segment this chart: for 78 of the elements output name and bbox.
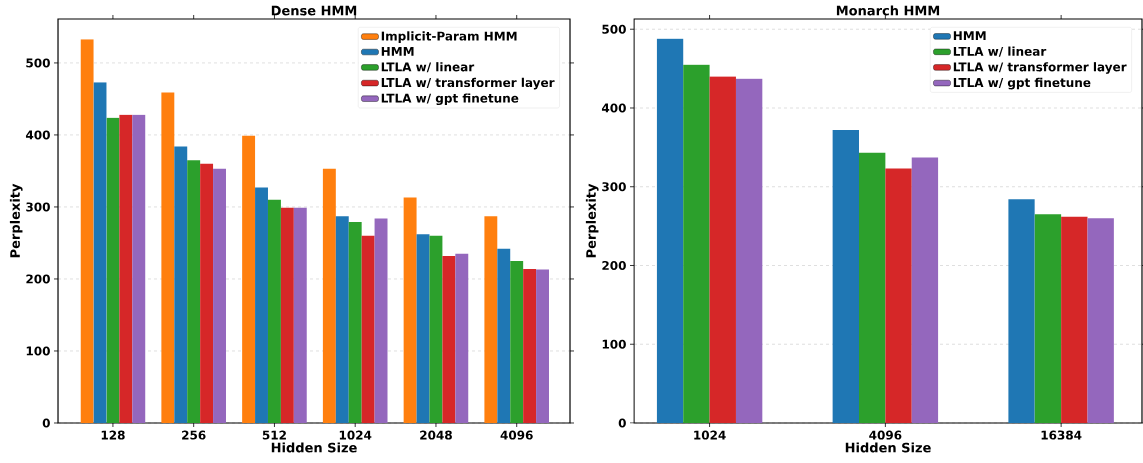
bar (416, 234, 430, 423)
x-tick-label: 4096 (500, 430, 533, 440)
chart-title: Dense HMM (271, 5, 357, 16)
bar (497, 248, 511, 423)
y-tick-label: 100 (26, 346, 50, 356)
bar (348, 222, 362, 423)
bar (1061, 216, 1088, 423)
bar (859, 152, 886, 423)
bar (322, 168, 336, 423)
bar (200, 163, 214, 423)
bar (656, 38, 684, 423)
bar (242, 135, 256, 423)
bar (361, 235, 375, 423)
bar (455, 253, 469, 423)
y-tick-label: 400 (25, 130, 50, 140)
bar (132, 114, 146, 423)
bar (255, 187, 268, 423)
legend-label: HMM (381, 46, 414, 56)
bar (523, 268, 537, 423)
x-tick-label: 16384 (1041, 430, 1082, 440)
bar (735, 78, 763, 423)
bar (885, 168, 912, 423)
x-tick-label: 1024 (339, 430, 372, 440)
y-tick-label: 0 (618, 418, 626, 428)
bar (683, 64, 710, 423)
legend-label: LTLA w/ linear (381, 62, 475, 73)
y-tick-label: 100 (602, 339, 626, 349)
bar (374, 218, 388, 423)
bar (93, 82, 107, 423)
bar (161, 92, 175, 423)
legend-label: Implicit-Param HMM (381, 31, 517, 43)
legend-label: LTLA w/ gpt finetune (381, 93, 519, 106)
y-tick-label: 200 (26, 274, 50, 284)
x-axis-title: Hidden Size (845, 442, 931, 453)
bar (709, 76, 736, 423)
y-tick-label: 400 (601, 103, 626, 113)
bar (911, 157, 939, 423)
x-tick-label: 2048 (420, 430, 452, 440)
bar (119, 114, 133, 423)
x-tick-label: 1024 (694, 430, 726, 440)
bar (1087, 218, 1114, 423)
x-tick-label: 4096 (869, 430, 902, 440)
bar (106, 117, 120, 423)
y-axis-title: Perplexity (585, 183, 599, 258)
legend-label: LTLA w/ transformer layer (381, 77, 555, 90)
bar (442, 255, 456, 423)
bar (293, 207, 307, 423)
bar (484, 216, 498, 423)
x-tick-label: 256 (182, 430, 206, 440)
legend-label: HMM (953, 31, 986, 41)
y-axis-title: Perplexity (9, 183, 23, 258)
legend-label: LTLA w/ linear (953, 46, 1047, 57)
legend-label: LTLA w/ gpt finetune (953, 77, 1091, 90)
bar (335, 216, 349, 423)
y-tick-label: 200 (602, 260, 626, 271)
y-tick-label: 300 (26, 202, 50, 212)
bar (267, 199, 281, 423)
y-tick-label: 500 (26, 58, 50, 68)
bar (174, 146, 188, 423)
bar (832, 130, 859, 423)
y-tick-label: 300 (602, 182, 626, 192)
x-tick-label: 128 (101, 430, 125, 440)
bar (213, 168, 226, 423)
bar (1008, 199, 1035, 423)
y-tick-label: 500 (602, 24, 626, 34)
bar (80, 39, 94, 423)
y-tick-label: 0 (42, 418, 50, 428)
bar (429, 235, 443, 423)
legend-label: LTLA w/ transformer layer (953, 62, 1127, 74)
x-axis-title: Hidden Size (271, 442, 357, 453)
bar (536, 269, 550, 423)
bar (280, 207, 294, 423)
chart-title: Monarch HMM (836, 5, 940, 16)
bar (510, 260, 524, 423)
bar (403, 197, 417, 423)
bar (1034, 214, 1062, 423)
bar (187, 160, 201, 423)
x-tick-label: 512 (262, 430, 286, 440)
